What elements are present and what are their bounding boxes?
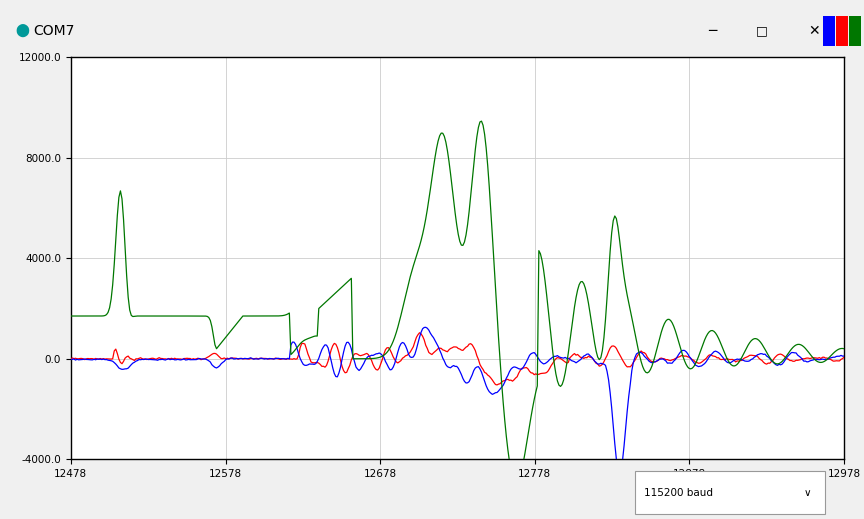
Bar (836, 16, 848, 46)
Text: 115200 baud: 115200 baud (644, 487, 713, 498)
Text: □: □ (756, 24, 768, 37)
Text: ─: ─ (708, 24, 717, 37)
Text: ✕: ✕ (808, 24, 819, 37)
Bar (849, 16, 861, 46)
FancyBboxPatch shape (635, 471, 825, 514)
Bar (823, 16, 835, 46)
Text: ∨: ∨ (804, 487, 811, 498)
Text: ⬤: ⬤ (16, 24, 29, 37)
Text: COM7: COM7 (33, 24, 74, 37)
